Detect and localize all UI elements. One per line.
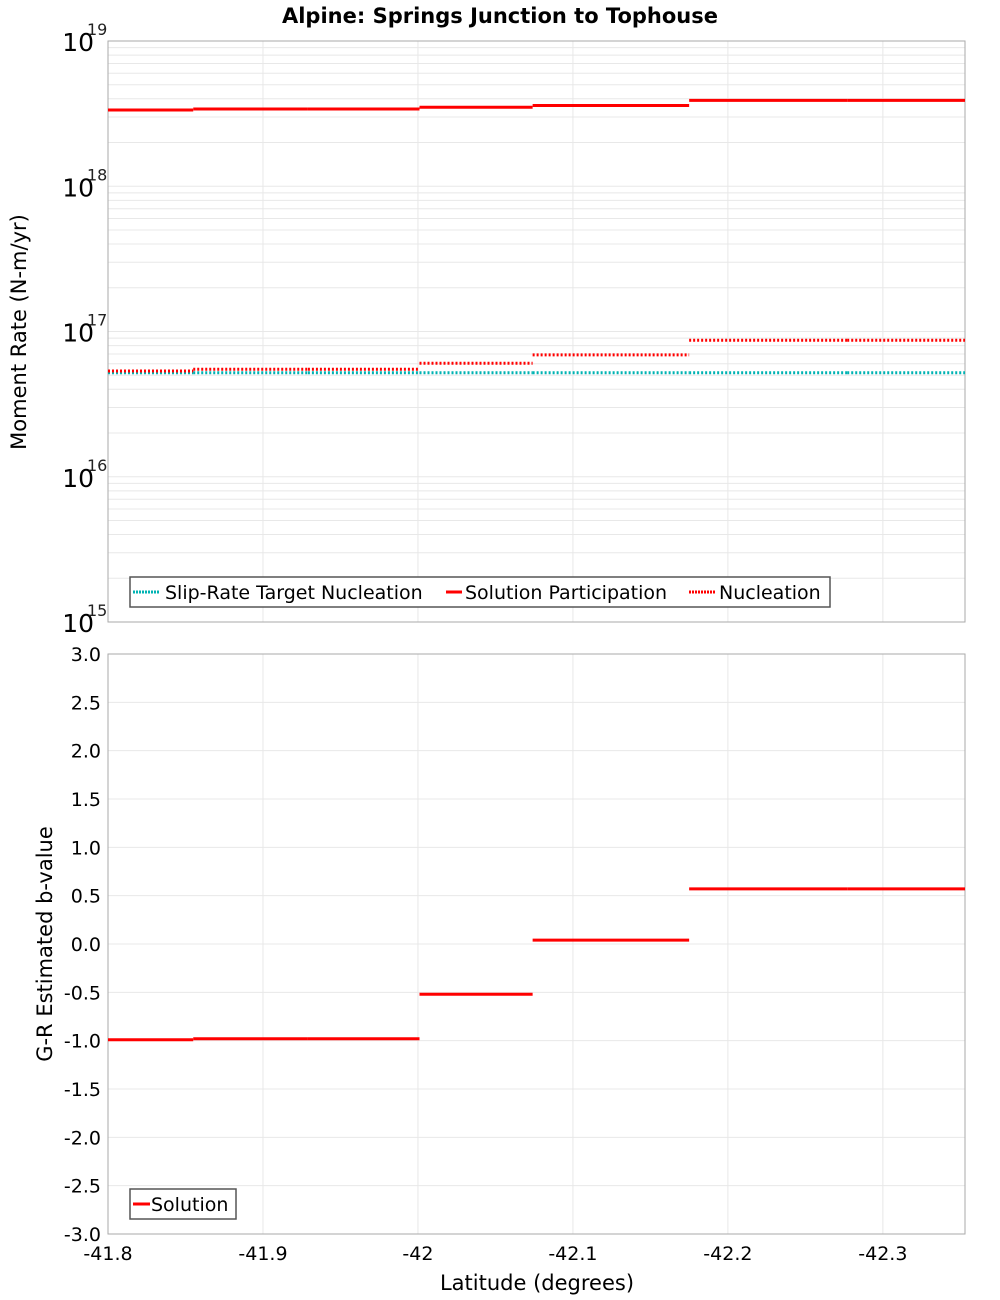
legend-label: Slip-Rate Target Nucleation: [165, 582, 423, 604]
bottom-legend: Solution: [129, 1188, 237, 1220]
x-tick-label: -42: [402, 1243, 433, 1265]
x-tick-label: -42.3: [858, 1243, 907, 1265]
y-tick-base: 10: [62, 464, 94, 493]
bottom-plot: 3.0 2.5 2.0 1.5 1.0 0.5 0.0 -0.5 -1.0 -1.5 -2.0 -2.…: [64, 644, 966, 1265]
x-tick-label: -41.8: [83, 1243, 132, 1265]
y-tick-label: 2.5: [71, 692, 101, 714]
y-tick-label: 1.5: [71, 789, 101, 811]
y-tick-label: -2.5: [64, 1176, 101, 1198]
legend-label: Nucleation: [719, 582, 821, 604]
y-tick-base: 10: [62, 609, 94, 638]
y-tick-label: 2.0: [71, 741, 101, 763]
y-tick-exponent: 17: [87, 311, 107, 330]
bottom-y-axis-label: G-R Estimated b-value: [33, 826, 57, 1062]
y-tick-label: 0.5: [71, 886, 101, 908]
x-tick-label: -42.1: [548, 1243, 597, 1265]
y-tick-base: 10: [62, 173, 94, 202]
y-tick-exponent: 15: [87, 601, 107, 620]
y-tick-label: -1.0: [64, 1031, 101, 1053]
y-tick-label: -0.5: [64, 982, 101, 1004]
y-tick-base: 10: [62, 319, 94, 348]
x-axis-label: Latitude (degrees): [440, 1271, 634, 1295]
top-legend: Slip-Rate Target Nucleation Solution Part…: [129, 576, 831, 608]
y-tick-label: -2.0: [64, 1127, 101, 1149]
y-tick-label: 3.0: [71, 644, 101, 666]
legend-label: Solution: [151, 1194, 228, 1216]
y-tick-label: 1.0: [71, 837, 101, 859]
y-tick-exponent: 16: [87, 456, 107, 475]
x-tick-label: -42.2: [703, 1243, 752, 1265]
x-tick-label: -41.9: [238, 1243, 287, 1265]
top-plot-area: [107, 40, 966, 623]
chart-title: Alpine: Springs Junction to Tophouse: [282, 4, 718, 28]
y-tick-exponent: 19: [87, 20, 107, 39]
y-tick-label: -3.0: [64, 1224, 101, 1246]
legend-label: Solution Participation: [465, 582, 667, 604]
y-tick-label: 0.0: [71, 934, 101, 956]
y-tick-base: 10: [62, 28, 94, 57]
y-tick-label: -1.5: [64, 1079, 101, 1101]
top-y-axis-label: Moment Rate (N-m/yr): [7, 214, 31, 450]
bottom-plot-area: [107, 653, 966, 1235]
y-tick-exponent: 18: [87, 165, 107, 184]
